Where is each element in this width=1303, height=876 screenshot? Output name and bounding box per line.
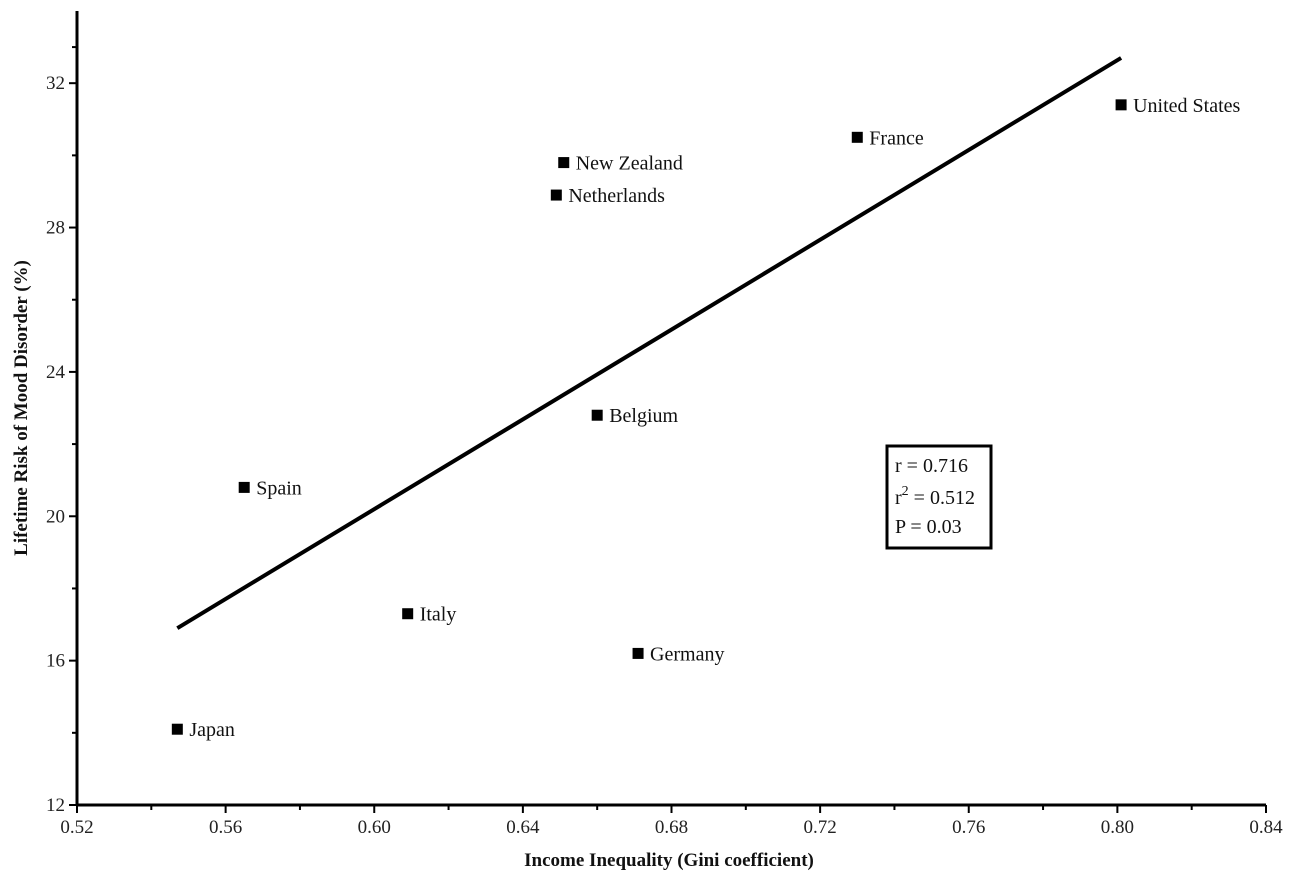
point-label: Japan bbox=[189, 719, 235, 741]
point-label: United States bbox=[1133, 95, 1240, 117]
data-point bbox=[558, 157, 570, 169]
x-axis-title: Income Inequality (Gini coefficient) bbox=[524, 850, 814, 871]
data-point bbox=[402, 608, 414, 620]
y-tick-label: 28 bbox=[46, 218, 65, 239]
trend-line bbox=[176, 56, 1123, 630]
point-label: Belgium bbox=[609, 405, 678, 427]
y-tick-label: 16 bbox=[46, 651, 65, 672]
x-tick-label: 0.84 bbox=[1249, 817, 1283, 838]
point-label: Germany bbox=[650, 643, 724, 665]
stat-r: r = 0.716 bbox=[895, 455, 968, 477]
x-tick-label: 0.76 bbox=[952, 817, 985, 838]
y-tick-label: 12 bbox=[46, 795, 65, 816]
stats-box: r = 0.716 r2 = 0.512 P = 0.03 bbox=[885, 444, 993, 550]
data-point bbox=[171, 723, 183, 735]
y-tick-label: 20 bbox=[46, 506, 65, 527]
x-tick-label: 0.52 bbox=[60, 817, 93, 838]
ticks: 0.52 0.56 0.60 0.64 0.68 0.72 0.76 0.80 0.84 12 16… bbox=[46, 46, 1283, 838]
point-label: Spain bbox=[256, 477, 302, 499]
point-label: France bbox=[869, 127, 924, 149]
data-point bbox=[550, 189, 562, 201]
data-point bbox=[238, 481, 250, 493]
y-tick-label: 24 bbox=[46, 362, 66, 383]
x-tick-label: 0.56 bbox=[209, 817, 242, 838]
y-tick-label: 32 bbox=[46, 73, 65, 94]
x-tick-label: 0.60 bbox=[358, 817, 391, 838]
point-label: New Zealand bbox=[576, 153, 683, 175]
data-point bbox=[591, 409, 603, 421]
data-point bbox=[851, 131, 863, 143]
x-tick-label: 0.80 bbox=[1101, 817, 1134, 838]
y-axis-title: Lifetime Risk of Mood Disorder (%) bbox=[11, 260, 32, 556]
data-points: United States France New Zealand Netherland… bbox=[171, 95, 1241, 741]
point-label: Netherlands bbox=[568, 185, 665, 207]
stat-r2: r2 = 0.512 bbox=[895, 484, 975, 509]
data-point bbox=[1115, 99, 1127, 111]
point-label: Italy bbox=[420, 604, 457, 626]
x-tick-label: 0.64 bbox=[506, 817, 540, 838]
stat-p: P = 0.03 bbox=[895, 516, 962, 538]
data-point bbox=[632, 647, 644, 659]
x-tick-label: 0.72 bbox=[804, 817, 837, 838]
x-tick-label: 0.68 bbox=[655, 817, 688, 838]
